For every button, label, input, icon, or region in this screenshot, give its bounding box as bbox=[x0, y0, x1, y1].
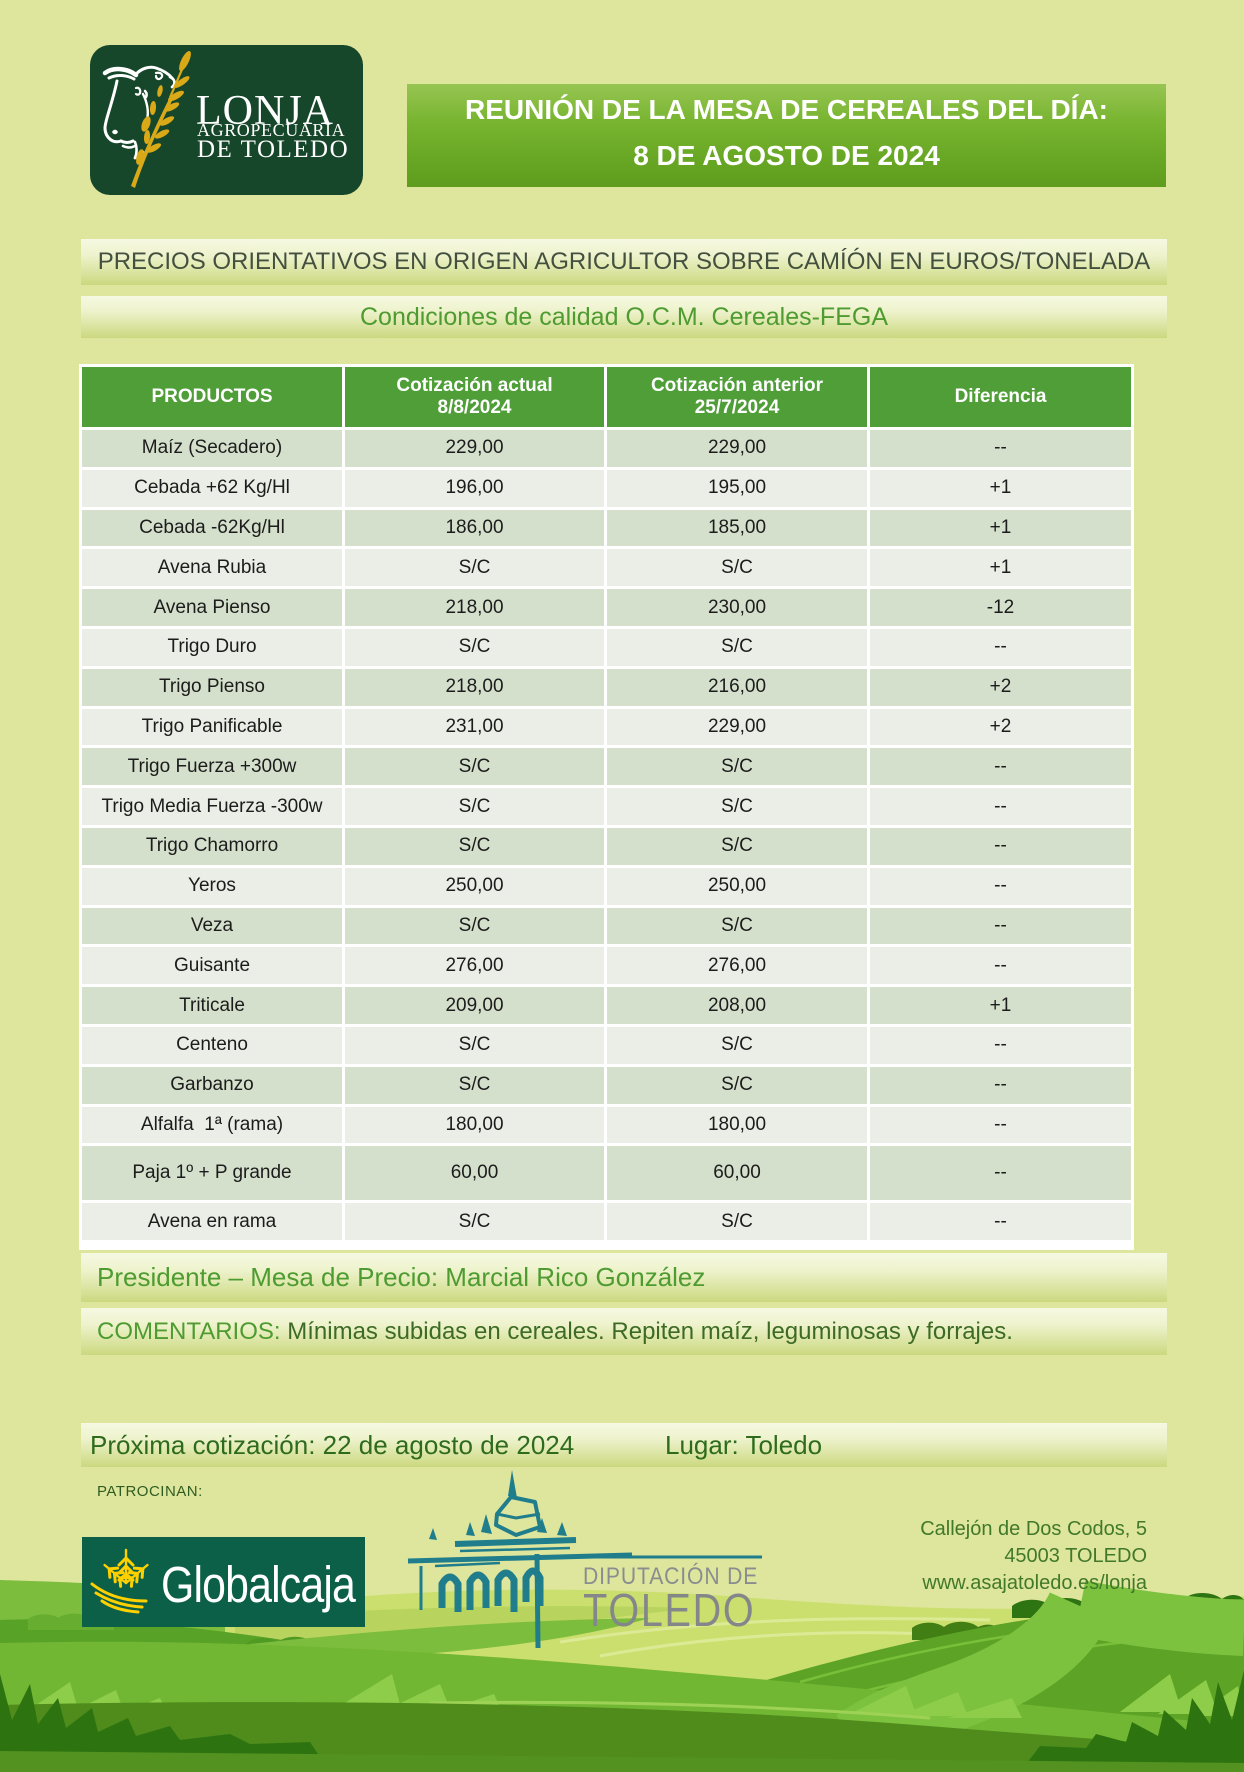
svg-text:TOLEDO: TOLEDO bbox=[583, 1585, 755, 1636]
svg-text:DIPUTACIÓN DE: DIPUTACIÓN DE bbox=[583, 1563, 758, 1590]
